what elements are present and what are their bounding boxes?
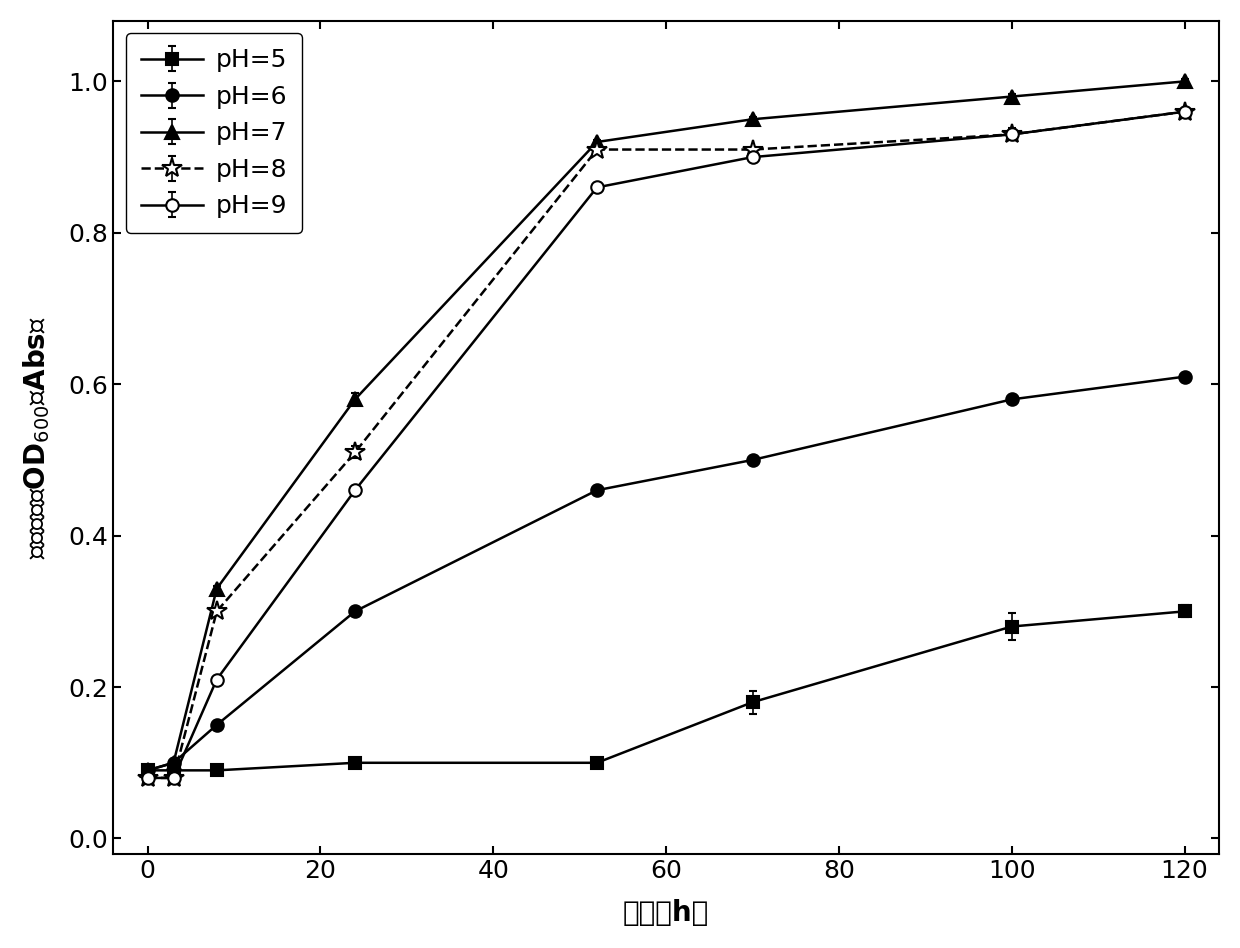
Y-axis label: 吸光度值（OD$_{600}$：Abs）: 吸光度值（OD$_{600}$：Abs） (21, 316, 52, 558)
X-axis label: 时间（h）: 时间（h） (622, 899, 709, 927)
Legend: pH=5, pH=6, pH=7, pH=8, pH=9: pH=5, pH=6, pH=7, pH=8, pH=9 (125, 33, 303, 233)
